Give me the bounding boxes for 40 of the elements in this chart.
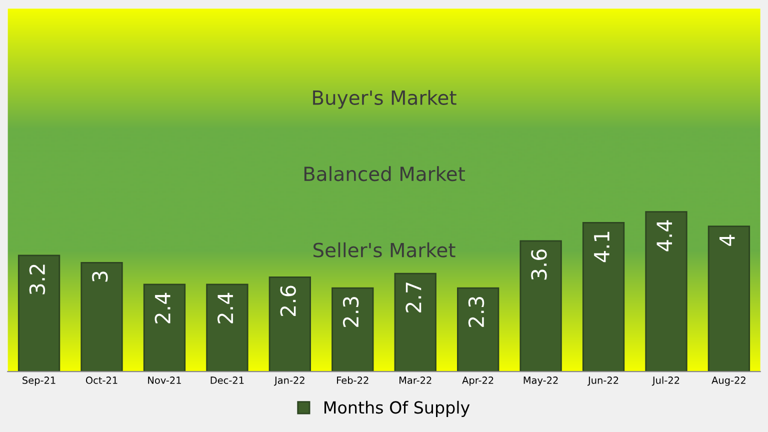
bar xyxy=(645,211,688,372)
x-tick-label: May-22 xyxy=(524,376,558,386)
data-label: 2.3 xyxy=(468,296,484,327)
x-tick-label: Dec-21 xyxy=(210,376,244,384)
x-tick-label: Nov-21 xyxy=(148,376,181,384)
bar xyxy=(332,287,374,372)
x-tick-label: Jun-22 xyxy=(587,376,618,386)
data-label: 2.3 xyxy=(342,296,359,327)
data-label: 4.1 xyxy=(594,232,610,262)
data-label: 4.4 xyxy=(656,220,672,252)
x-tick-label: Jan-22 xyxy=(274,376,304,386)
bar xyxy=(206,284,248,372)
x-tick-label: Mar-22 xyxy=(400,376,432,384)
x-tick-label: Oct-21 xyxy=(86,376,118,384)
data-label: 2.4 xyxy=(154,292,170,324)
bar xyxy=(394,272,436,372)
bar xyxy=(708,226,750,372)
data-label: 2.6 xyxy=(280,286,296,316)
annotation: Seller's Market xyxy=(314,242,456,258)
annotation: Buyer's Market xyxy=(313,90,456,109)
bar xyxy=(268,276,311,372)
x-tick-label: Sep-21 xyxy=(22,376,56,386)
bar xyxy=(80,262,123,372)
data-label: 2.7 xyxy=(406,282,422,312)
x-tick-label: Apr-22 xyxy=(462,376,494,386)
x-tick-label: Feb-22 xyxy=(337,376,368,384)
bar xyxy=(457,287,500,372)
data-label: 2.4 xyxy=(217,292,233,324)
annotation: Balanced Market xyxy=(304,166,465,182)
data-label: 4 xyxy=(720,234,735,246)
bar xyxy=(143,284,186,372)
bar xyxy=(18,254,60,372)
legend-label: Months Of Supply xyxy=(324,400,470,417)
data-label: 3 xyxy=(92,272,108,282)
data-label: 3.6 xyxy=(531,249,547,280)
bar xyxy=(582,222,625,372)
x-tick-label: Jul-22 xyxy=(652,376,680,386)
data-label: 3.2 xyxy=(29,264,46,294)
x-tick-label: Aug-22 xyxy=(712,376,746,386)
bar xyxy=(520,240,562,372)
